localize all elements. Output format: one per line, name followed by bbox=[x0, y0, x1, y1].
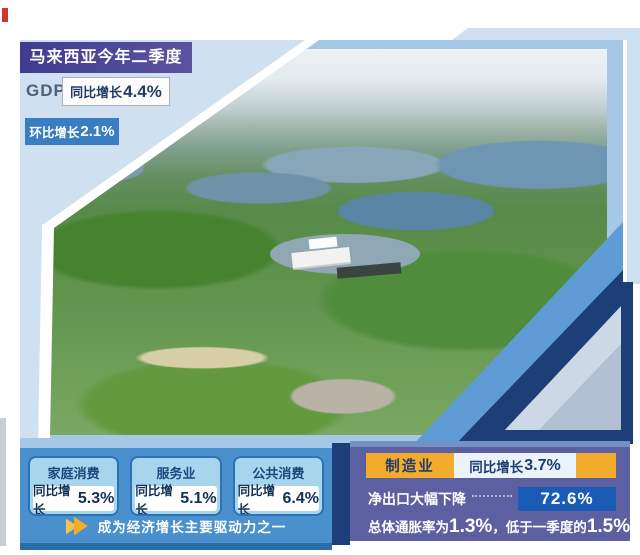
backdrop-strip-top bbox=[452, 28, 640, 40]
driver-note-row: 成为经济增长主要驱动力之一 bbox=[20, 516, 332, 536]
gdp-qoq-value: 2.1% bbox=[80, 123, 115, 140]
driver-note-text: 成为经济增长主要驱动力之一 bbox=[97, 520, 287, 535]
consumption-cards: 家庭消费 同比增长 5.3% 服务业 同比增长 5.1% 公共消费 同比增长 6… bbox=[28, 456, 324, 516]
inflation-prefix: 总体通胀率为 bbox=[368, 520, 449, 535]
page-corner-mark bbox=[2, 8, 8, 22]
card-prefix: 同比增长 bbox=[237, 483, 276, 516]
gdp-yoy-prefix: 同比增长 bbox=[70, 85, 123, 100]
card-prefix: 同比增长 bbox=[135, 483, 173, 516]
corner-frame-right bbox=[621, 282, 633, 444]
card-value: 5.3% bbox=[77, 489, 115, 507]
card-title: 服务业 bbox=[156, 466, 196, 481]
card-value: 6.4% bbox=[282, 489, 319, 507]
industry-panel-top-strip bbox=[350, 441, 630, 447]
net-export-row: 净出口大幅下降 72.6% bbox=[368, 487, 616, 511]
net-export-value-badge: 72.6% bbox=[518, 487, 616, 511]
page-title: 马来西亚今年二季度 bbox=[20, 42, 192, 73]
card-services: 服务业 同比增长 5.1% bbox=[130, 456, 222, 516]
card-value: 5.1% bbox=[180, 489, 217, 507]
chevron-icon bbox=[73, 516, 88, 536]
inflation-value: 1.3% bbox=[449, 516, 493, 537]
manufacturing-label: 制造业 bbox=[366, 453, 454, 478]
manufacturing-bar-end bbox=[576, 453, 616, 478]
double-chevron-icon bbox=[65, 516, 88, 536]
photo-frame bbox=[20, 40, 623, 448]
consumption-panel: 家庭消费 同比增长 5.3% 服务业 同比增长 5.1% 公共消费 同比增长 6… bbox=[20, 448, 332, 550]
card-public-consumption: 公共消费 同比增长 6.4% bbox=[232, 456, 324, 516]
manufacturing-bar: 制造业 同比增长 3.7% bbox=[366, 453, 616, 478]
gdp-qoq-badge: 环比增长 2.1% bbox=[25, 118, 119, 145]
backdrop-strip-right bbox=[627, 28, 640, 284]
card-title: 家庭消费 bbox=[47, 466, 100, 481]
industry-panel: 制造业 同比增长 3.7% 净出口大幅下降 72.6% 总体通胀率为 1.3% … bbox=[350, 447, 630, 541]
card-value-box: 同比增长 5.3% bbox=[33, 484, 115, 514]
panel-divider bbox=[332, 443, 350, 545]
manufacturing-prefix: 同比增长 bbox=[469, 459, 524, 475]
corner-band-navy-bottom bbox=[488, 430, 623, 444]
manufacturing-value: 3.7% bbox=[524, 456, 561, 474]
left-edge-strip bbox=[0, 418, 6, 546]
manufacturing-value-box: 同比增长 3.7% bbox=[454, 453, 576, 478]
card-household-consumption: 家庭消费 同比增长 5.3% bbox=[28, 456, 120, 516]
inflation-row: 总体通胀率为 1.3% ，低于一季度的 1.5% bbox=[368, 516, 630, 538]
gdp-yoy-badge: 同比增长 4.4% bbox=[62, 77, 170, 106]
inflation-prev-value: 1.5% bbox=[586, 516, 631, 537]
card-value-box: 同比增长 5.1% bbox=[135, 484, 217, 514]
card-prefix: 同比增长 bbox=[33, 483, 71, 516]
gdp-qoq-prefix: 环比增长 bbox=[29, 126, 80, 140]
gdp-yoy-value: 4.4% bbox=[123, 81, 162, 101]
gdp-label: GDP bbox=[26, 81, 66, 100]
inflation-mid: ，低于一季度的 bbox=[492, 520, 587, 535]
card-title: 公共消费 bbox=[252, 466, 305, 481]
dotted-leader bbox=[472, 495, 512, 497]
card-value-box: 同比增长 6.4% bbox=[237, 484, 319, 514]
net-export-label: 净出口大幅下降 bbox=[368, 491, 466, 507]
